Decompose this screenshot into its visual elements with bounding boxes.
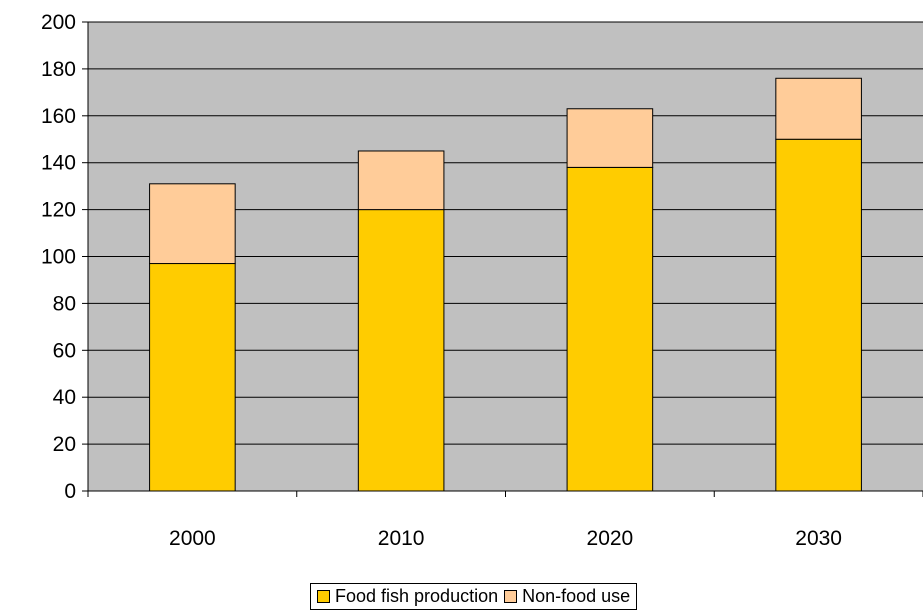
y-tick-label: 0 [64, 480, 76, 503]
x-tick-label: 2020 [587, 527, 634, 550]
bar-non-food-2030 [775, 77, 862, 140]
legend-swatch-non-food [504, 590, 518, 603]
y-tick-label: 180 [41, 58, 76, 81]
y-tick-label: 80 [53, 292, 76, 315]
bar-non-food-2020 [566, 108, 654, 168]
y-tick-label: 60 [53, 339, 76, 362]
bars [149, 77, 862, 492]
y-tick-label: 140 [41, 152, 76, 175]
y-tick-label: 20 [53, 433, 76, 456]
x-axis-ticks: 2000 2010 2020 2030 [87, 491, 923, 550]
y-tick-label: 200 [41, 11, 76, 34]
bar-non-food-2000 [149, 183, 236, 265]
legend-label-food-fish: Food fish production [335, 586, 499, 606]
bar-food-fish-2030 [775, 138, 862, 492]
y-tick-label: 120 [41, 199, 76, 222]
bar-food-fish-2000 [149, 263, 236, 492]
bar-food-fish-2010 [357, 209, 445, 492]
y-tick-label: 40 [53, 386, 76, 409]
x-tick-label: 2030 [795, 527, 842, 550]
bar-non-food-2010 [357, 150, 445, 211]
legend-item-food-fish: Food fish production [317, 586, 498, 607]
bar-food-fish-2020 [566, 166, 654, 492]
y-tick-label: 100 [41, 246, 76, 269]
legend-swatch-food-fish [317, 590, 330, 603]
y-axis-ticks: 0 20 40 60 80 100 120 140 160 180 200 [41, 11, 88, 503]
legend-item-non-food: Non-food use [504, 586, 630, 607]
legend: Food fish production Non-food use [310, 583, 638, 610]
x-tick-label: 2010 [378, 527, 425, 550]
y-tick-label: 160 [41, 105, 76, 128]
x-tick-label: 2000 [169, 527, 216, 550]
legend-label-non-food: Non-food use [522, 586, 631, 606]
